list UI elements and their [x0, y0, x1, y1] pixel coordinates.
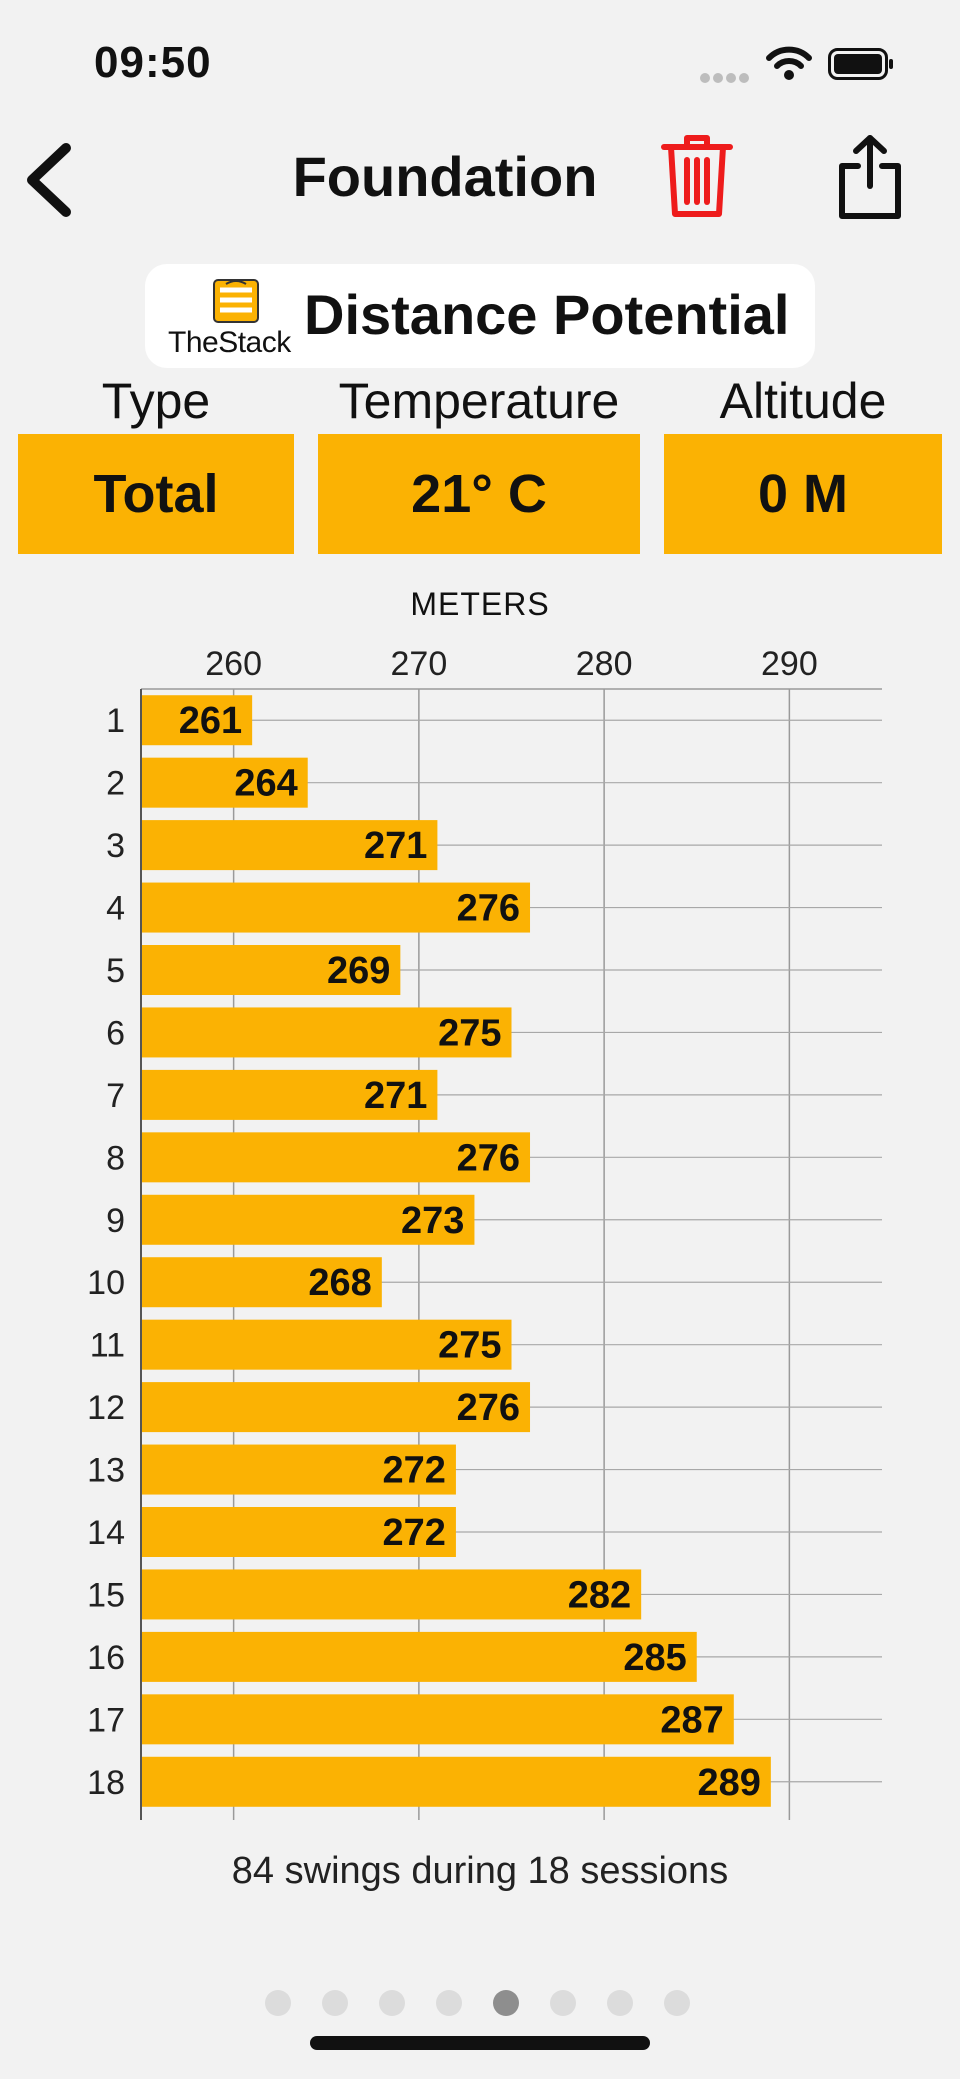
x-tick-label: 260	[205, 645, 262, 683]
bar-value-label: 269	[327, 950, 390, 992]
category-label: 12	[87, 1389, 125, 1427]
category-label: 8	[106, 1139, 125, 1177]
category-label: 15	[87, 1576, 125, 1614]
category-label: 4	[106, 890, 125, 928]
page-dot[interactable]	[550, 1990, 576, 2016]
bar	[141, 1007, 512, 1058]
category-label: 1	[106, 702, 125, 740]
page-dot[interactable]	[265, 1990, 291, 2016]
altitude-value[interactable]: 0 M	[664, 434, 942, 554]
page-indicator[interactable]	[265, 1990, 705, 2018]
home-indicator[interactable]	[310, 2036, 650, 2050]
bar	[141, 1132, 531, 1183]
type-value[interactable]: Total	[18, 434, 294, 554]
category-label: 5	[106, 952, 125, 990]
category-label: 2	[106, 765, 125, 803]
distance-bar-chart: 260 270 280 290 261 1 264 2 271 3 276 4 269 5 275 6 271 7…	[87, 645, 882, 1820]
bar	[141, 1194, 475, 1245]
bar-value-label: 264	[234, 763, 297, 805]
cellular-signal-icon	[700, 70, 752, 83]
bar	[141, 882, 531, 933]
category-label: 18	[87, 1764, 125, 1802]
bar-value-label: 272	[383, 1512, 446, 1554]
category-label: 7	[106, 1077, 125, 1115]
bar	[141, 1631, 697, 1682]
share-icon[interactable]	[834, 134, 906, 220]
bar	[141, 1319, 512, 1370]
bar	[141, 1444, 456, 1495]
wifi-icon	[766, 46, 812, 80]
bar-value-label: 275	[438, 1325, 501, 1367]
category-label: 17	[87, 1701, 125, 1739]
category-label: 10	[87, 1264, 125, 1302]
bar-value-label: 282	[568, 1574, 631, 1616]
page-dot[interactable]	[493, 1990, 519, 2016]
category-label: 16	[87, 1639, 125, 1677]
bar	[141, 1257, 382, 1308]
type-label: Type	[101, 373, 211, 429]
bar	[141, 1507, 456, 1557]
category-label: 11	[90, 1327, 125, 1365]
swing-summary: 84 swings during 18 sessions	[231, 1850, 729, 1892]
bar-value-label: 276	[457, 888, 520, 930]
thestack-logo-icon	[213, 279, 259, 323]
temperature-label: Temperature	[338, 373, 620, 429]
category-label: 3	[106, 827, 125, 865]
bar-value-label: 268	[308, 1262, 371, 1304]
category-label: 9	[106, 1202, 125, 1240]
bar-value-label: 273	[401, 1200, 464, 1242]
bar	[141, 945, 401, 995]
x-axis-title: METERS	[410, 586, 550, 622]
status-time: 09:50	[94, 38, 212, 87]
logo-text: TheStack	[168, 326, 291, 359]
bar	[141, 1694, 734, 1745]
bar	[141, 1382, 531, 1433]
altitude-label: Altitude	[719, 373, 887, 429]
x-tick-label: 280	[576, 645, 633, 683]
page-dot[interactable]	[322, 1990, 348, 2016]
bar	[141, 1069, 438, 1120]
category-label: 6	[106, 1014, 125, 1052]
category-label: 14	[87, 1514, 125, 1552]
bar	[141, 820, 438, 871]
x-tick-label: 290	[761, 645, 818, 683]
bar-value-label: 271	[364, 1075, 427, 1117]
bar-value-label: 276	[457, 1387, 520, 1429]
bar-value-label: 276	[457, 1137, 520, 1179]
page-dot[interactable]	[664, 1990, 690, 2016]
bar-value-label: 261	[179, 700, 242, 742]
temperature-value[interactable]: 21° C	[318, 434, 640, 554]
bar-value-label: 271	[364, 825, 427, 867]
page-dot[interactable]	[379, 1990, 405, 2016]
bar	[141, 695, 253, 746]
x-tick-label: 270	[391, 645, 448, 683]
back-chevron-icon[interactable]	[22, 142, 74, 218]
page-dot[interactable]	[436, 1990, 462, 2016]
chart-title: Distance Potential	[304, 283, 790, 346]
bar-value-label: 285	[623, 1637, 686, 1679]
bar	[141, 1569, 642, 1620]
bar	[141, 1756, 771, 1807]
page-dot[interactable]	[607, 1990, 633, 2016]
bar-value-label: 289	[697, 1762, 760, 1804]
bar-value-label: 275	[438, 1012, 501, 1054]
bar	[141, 757, 308, 808]
bar-value-label: 287	[660, 1699, 723, 1741]
page-title: Foundation	[292, 145, 598, 208]
bar-value-label: 272	[383, 1450, 446, 1492]
battery-icon	[828, 48, 893, 80]
category-label: 13	[87, 1452, 125, 1490]
trash-icon[interactable]	[660, 134, 734, 218]
